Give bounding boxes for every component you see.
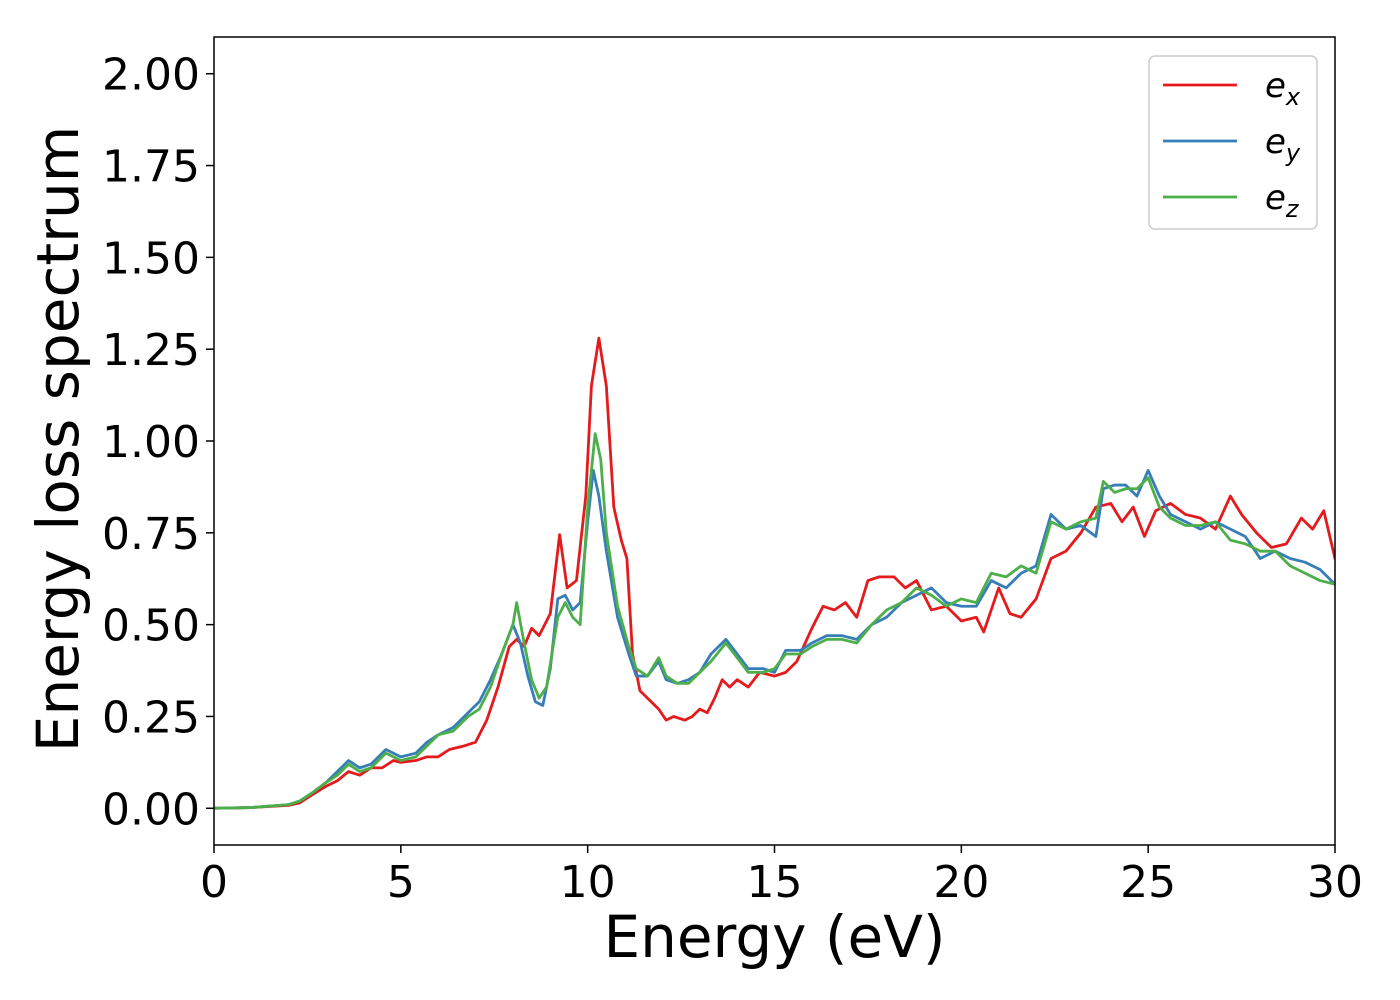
x-tick-label: 0 xyxy=(200,857,228,908)
legend-entry-y: ey xyxy=(1265,122,1301,167)
legend-box xyxy=(1148,55,1318,230)
x-tick-label: 5 xyxy=(387,857,415,908)
x-tick-label: 10 xyxy=(560,857,616,908)
x-tick-label: 30 xyxy=(1307,857,1363,908)
series-layer xyxy=(214,336,1335,810)
legend-entry-subscript: y xyxy=(1285,139,1301,167)
y-tick-label: 1.00 xyxy=(102,417,200,468)
legend-entry-base: e xyxy=(1265,122,1286,162)
y-axis-label: Energy loss spectrum xyxy=(24,126,92,752)
series-line-e-z xyxy=(214,432,1335,810)
y-tick-label: 0.25 xyxy=(102,692,200,743)
y-tick-label: 0.00 xyxy=(102,784,200,835)
legend-entry-subscript: x xyxy=(1285,83,1301,111)
legend-entry-subscript: z xyxy=(1285,195,1300,223)
y-tick-label: 1.50 xyxy=(102,233,200,284)
x-tick-label: 20 xyxy=(933,857,989,908)
legend-entry-x: ex xyxy=(1265,66,1301,111)
x-tick-label: 15 xyxy=(747,857,803,908)
legend-entry-base: e xyxy=(1265,66,1286,106)
x-axis-ticks: 0 5 10 15 20 25 30 xyxy=(200,845,1363,908)
y-tick-label: 0.50 xyxy=(102,601,200,652)
x-axis-label: Energy (eV) xyxy=(603,903,945,971)
y-tick-label: 0.75 xyxy=(102,509,200,560)
y-tick-label: 2.00 xyxy=(102,50,200,101)
y-tick-label: 1.75 xyxy=(102,142,200,193)
series-line-e-x xyxy=(214,336,1335,810)
y-axis-ticks: 0.00 0.25 0.50 0.75 1.00 1.25 1.50 1.75 2.00 xyxy=(102,50,214,835)
legend-entry-z: ez xyxy=(1265,178,1300,223)
legend-entry-base: e xyxy=(1265,178,1286,218)
y-tick-label: 1.25 xyxy=(102,325,200,376)
x-tick-label: 25 xyxy=(1120,857,1176,908)
